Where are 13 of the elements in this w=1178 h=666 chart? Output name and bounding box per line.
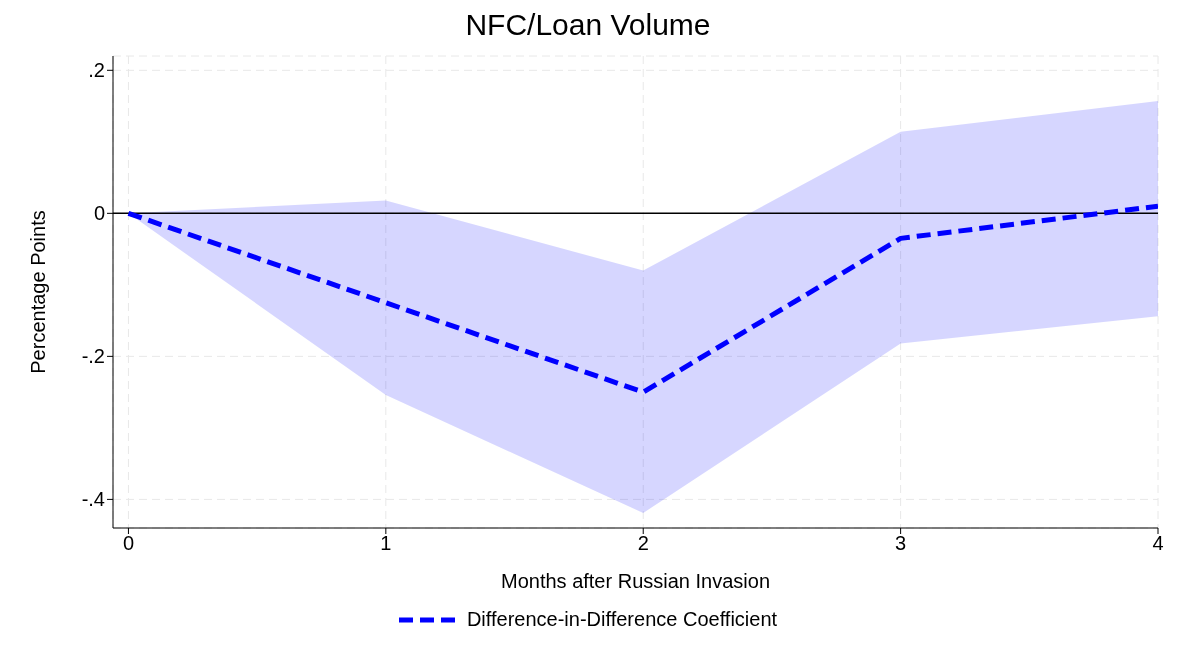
y-axis-title: Percentage Points [27, 210, 50, 374]
legend-label: Difference-in-Difference Coefficient [466, 608, 778, 631]
x-axis-title: Months after Russian Invasion [500, 570, 771, 592]
y-tick-label: -.2 [81, 345, 105, 368]
y-tick-label: .2 [88, 59, 105, 82]
chart-title: NFC/Loan Volume [464, 8, 712, 43]
y-tick-label: -.4 [81, 488, 105, 511]
x-tick-label: 4 [1152, 532, 1164, 555]
y-tick-label: 0 [93, 202, 105, 225]
x-tick-label: 1 [380, 532, 392, 555]
x-tick-label: 3 [895, 532, 907, 555]
x-tick-label: 2 [637, 532, 649, 555]
x-tick-label: 0 [122, 532, 135, 555]
